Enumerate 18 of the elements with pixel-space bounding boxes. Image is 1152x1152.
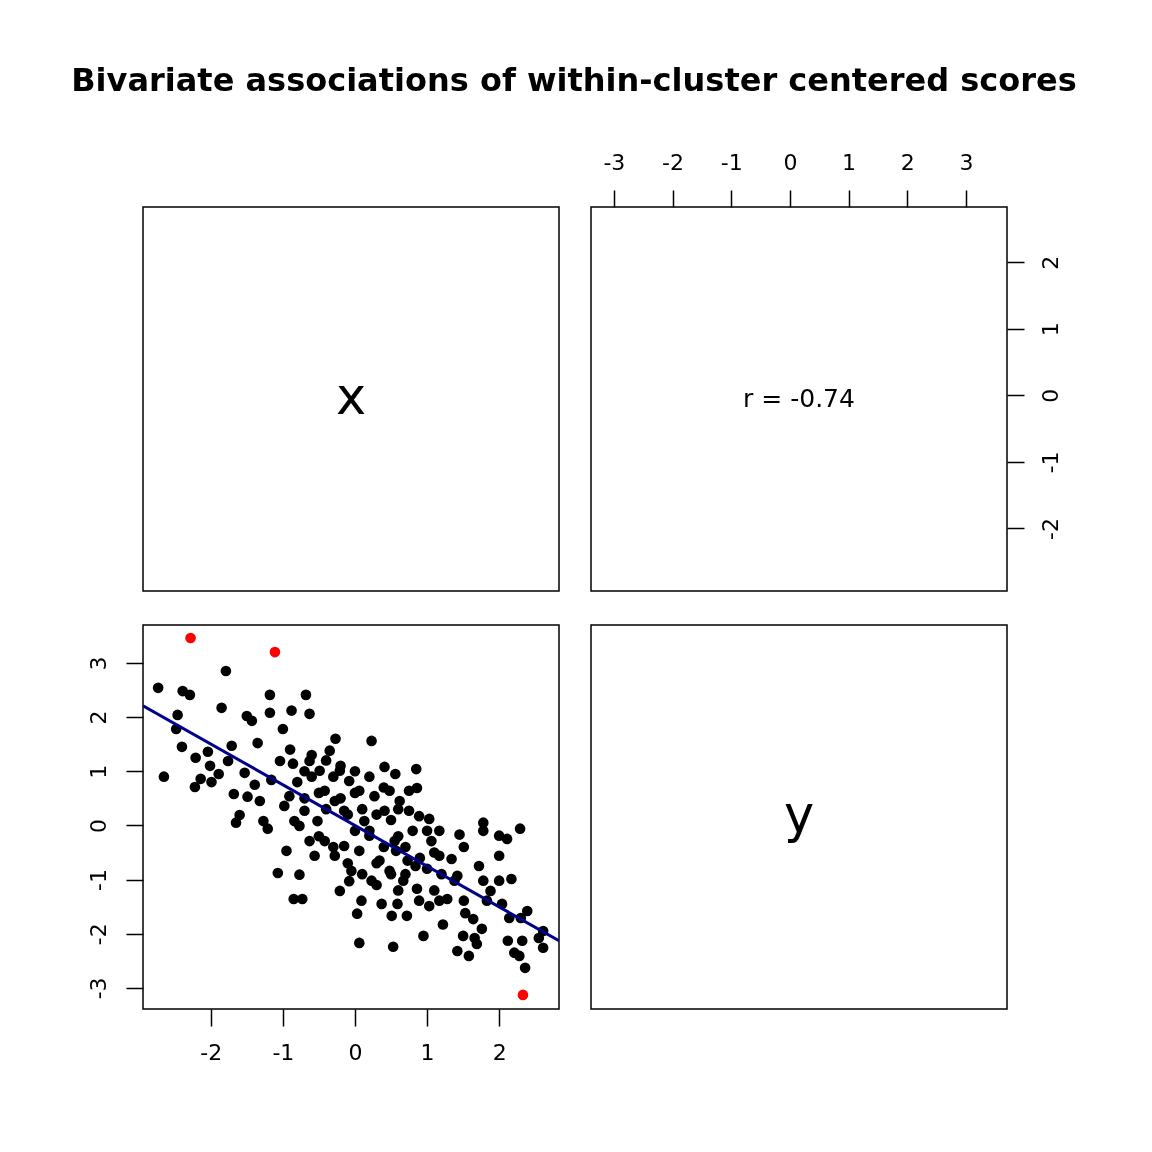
- y-tick-label: 2: [85, 710, 111, 725]
- x-tick-label: 1: [420, 1039, 435, 1065]
- point: [269, 646, 281, 658]
- y-tick-label: -1: [1037, 451, 1063, 474]
- y-tick-label: -3: [85, 977, 111, 1000]
- y-tick-label: -1: [85, 869, 111, 892]
- text: y: [783, 785, 815, 844]
- y-tick-label: 3: [85, 656, 111, 671]
- x-tick-label: -1: [272, 1039, 295, 1065]
- y-tick-label: 1: [85, 764, 111, 779]
- x-tick-label: -2: [200, 1039, 223, 1065]
- y-tick-label: -2: [1037, 517, 1063, 540]
- point: [517, 989, 529, 1001]
- point: [185, 632, 196, 644]
- x-tick-label: 0: [348, 1039, 363, 1065]
- x-tick-label: 2: [492, 1039, 507, 1065]
- y-tick-label: 0: [85, 818, 111, 833]
- y-tick-label: -2: [85, 923, 111, 946]
